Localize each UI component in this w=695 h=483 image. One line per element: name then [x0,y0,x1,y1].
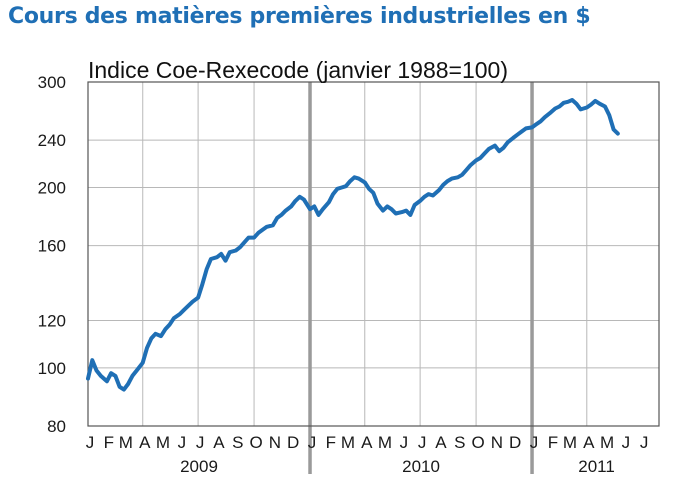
x-tick-label: A [583,433,595,452]
year-separators [308,82,534,474]
x-tick-label: O [249,433,262,452]
year-label: 2010 [402,457,440,476]
y-tick-label: 240 [38,131,66,150]
x-tick-label: A [435,433,447,452]
x-tick-label: S [232,433,243,452]
year-label: 2009 [180,457,218,476]
x-tick-label: A [213,433,225,452]
grid-layer [88,82,659,426]
x-tick-label: J [418,433,427,452]
x-tick-label: M [119,433,133,452]
x-tick-label: J [622,433,631,452]
x-tick-label: A [139,433,151,452]
x-tick-label: J [530,433,539,452]
x-tick-label: N [491,433,503,452]
y-tick-label: 100 [38,359,66,378]
x-tick-label: F [326,433,336,452]
x-tick-label: N [269,433,281,452]
x-tick-label: D [509,433,521,452]
x-tick-label: J [640,433,649,452]
x-tick-label: F [104,433,114,452]
y-tick-label: 200 [38,179,66,198]
x-tick-label: J [86,433,95,452]
x-tick-label: D [287,433,299,452]
x-tick-label: J [196,433,205,452]
y-tick-labels: 80 100 120 160 200 240 300 [38,73,66,436]
x-tick-label: M [341,433,355,452]
year-label: 2011 [578,457,615,476]
x-tick-label: J [400,433,409,452]
x-tick-label: F [548,433,558,452]
y-tick-label: 120 [38,311,66,330]
y-tick-label: 80 [47,417,66,436]
y-tick-label: 160 [38,237,66,256]
x-tick-label: J [178,433,187,452]
x-tick-label: M [600,433,614,452]
chart-title: Cours des matières premières industriell… [8,4,591,29]
series-line [86,98,620,392]
y-tick-label: 300 [38,73,66,92]
x-tick-label: J [308,433,317,452]
x-tick-label: O [471,433,484,452]
x-tick-label: S [454,433,465,452]
x-tick-label: M [563,433,577,452]
plot-frame [87,81,660,427]
x-tick-label: M [378,433,392,452]
x-tick-label: A [361,433,373,452]
chart-subtitle: Indice Coe-Rexecode (janvier 1988=100) [88,57,508,83]
x-tick-label: M [156,433,170,452]
year-labels: 2009 2010 2011 [180,457,615,476]
